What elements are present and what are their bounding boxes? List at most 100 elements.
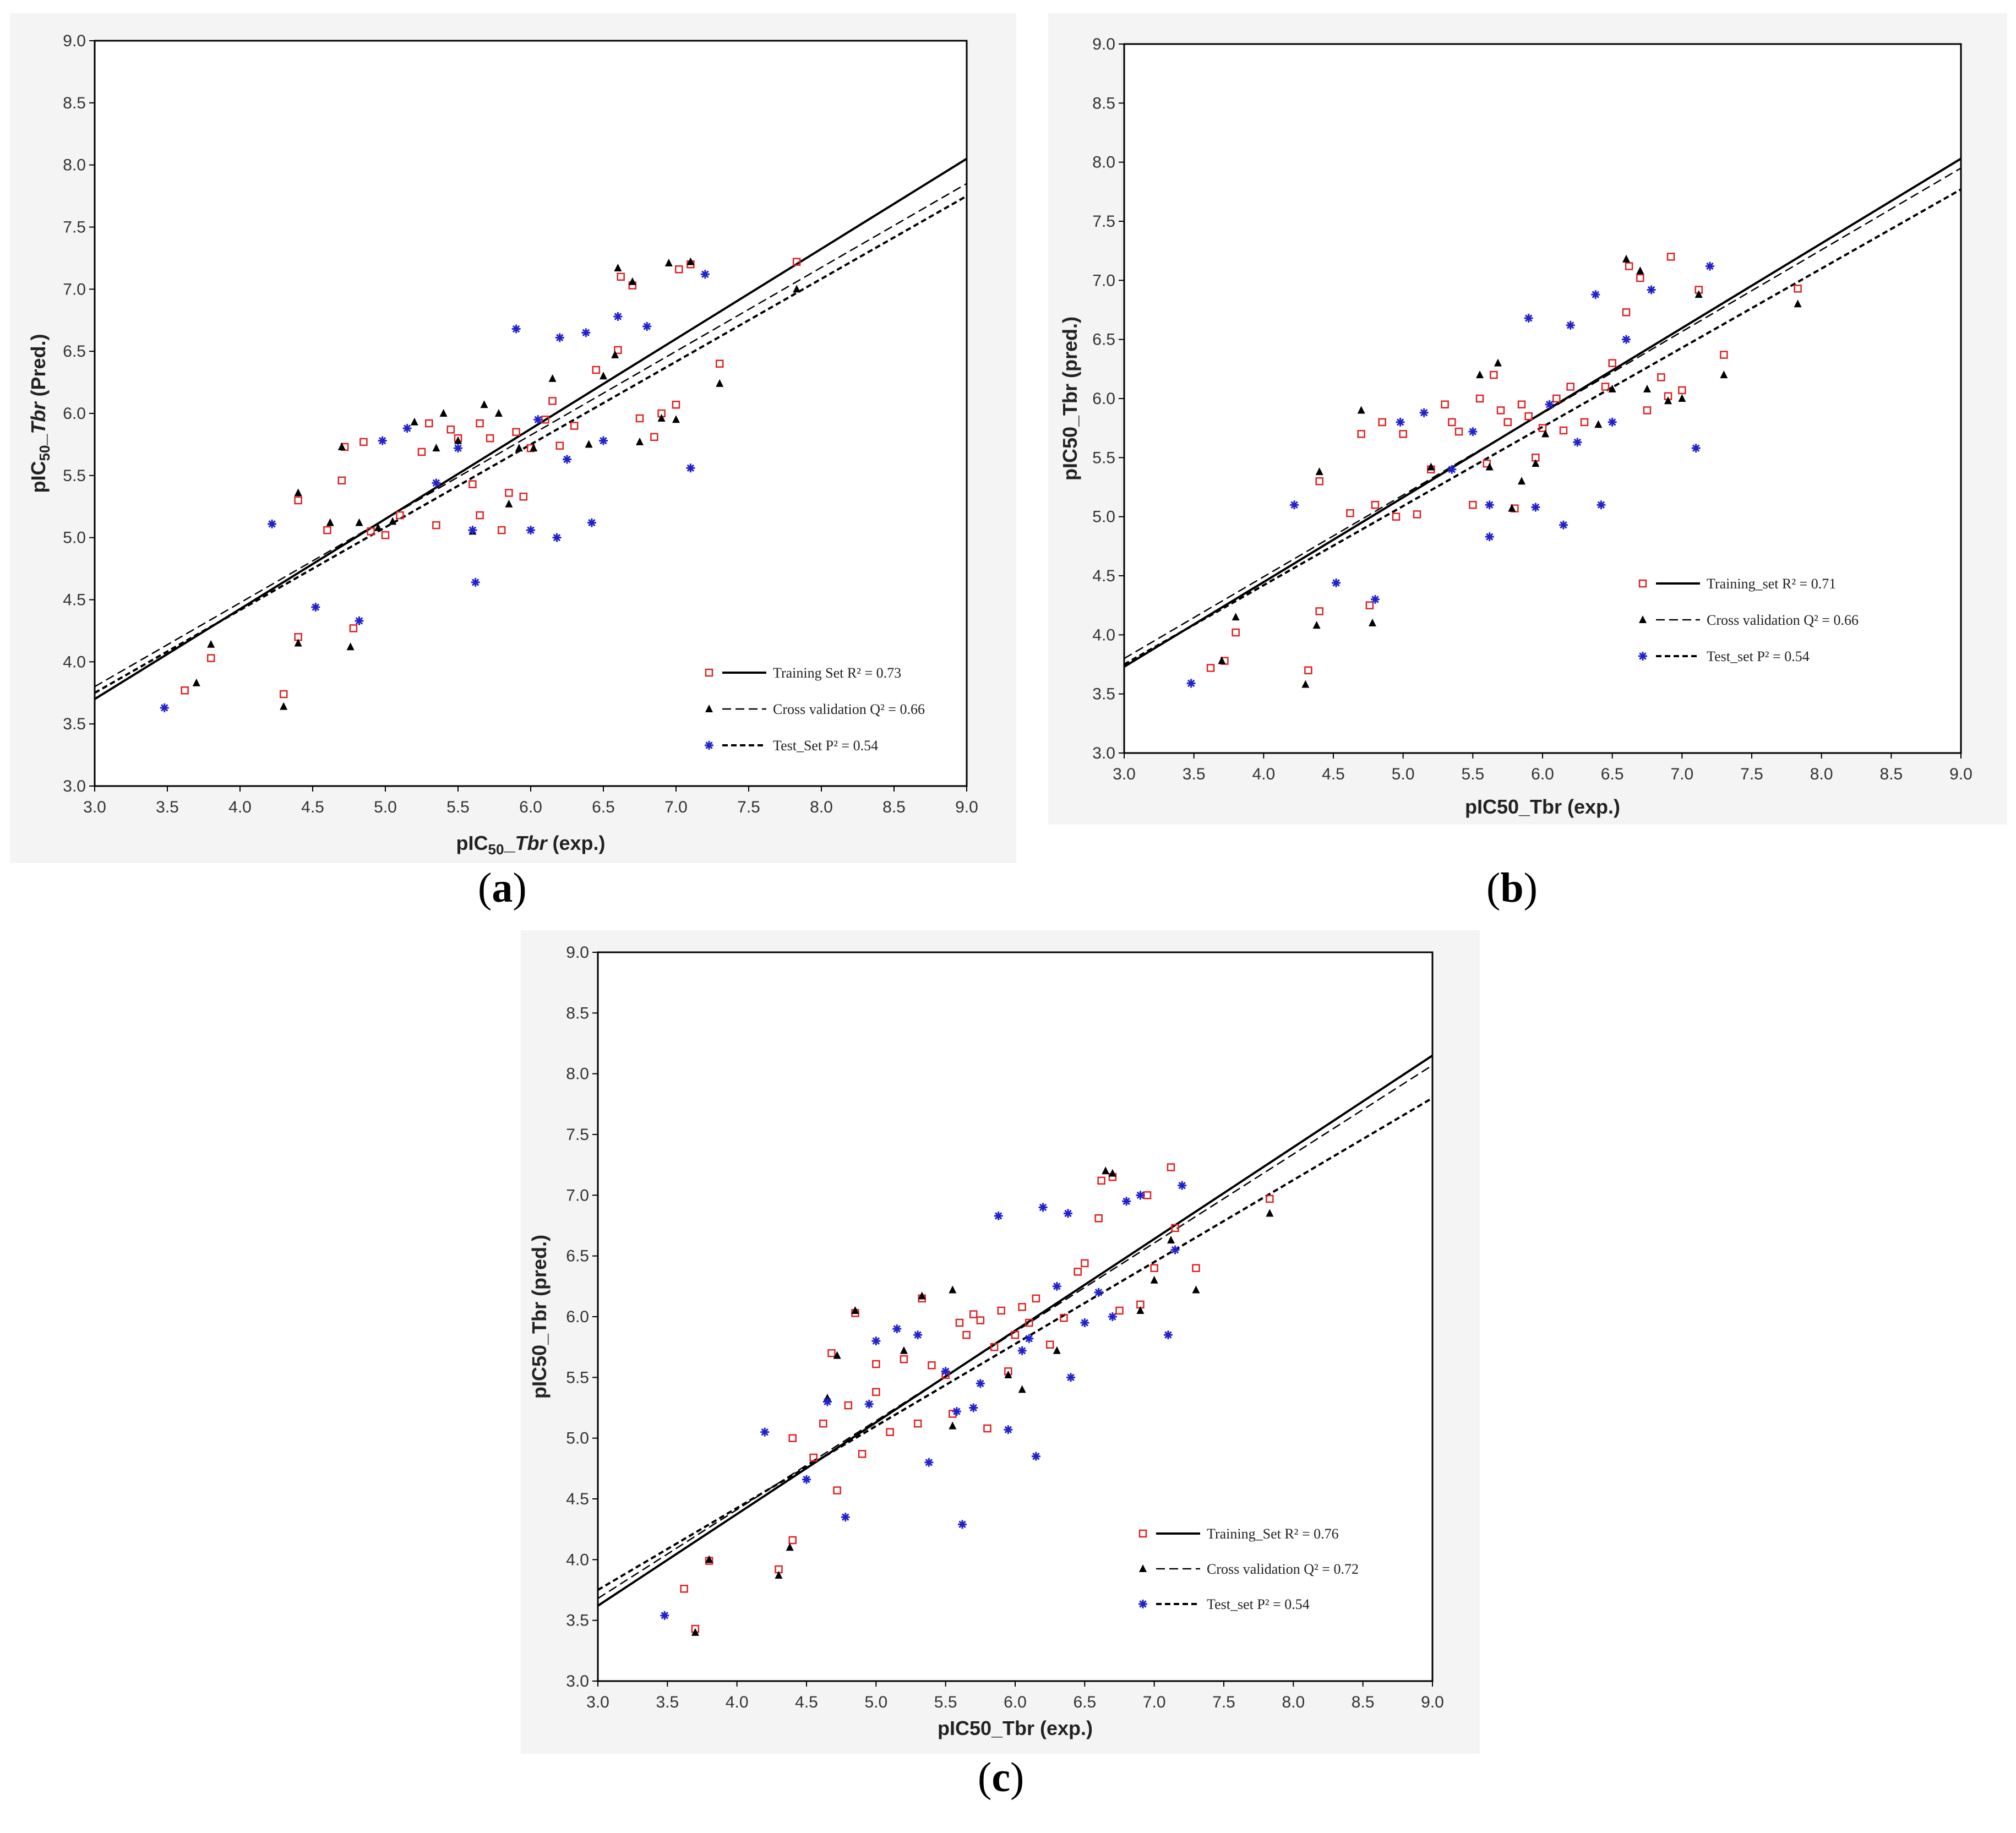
legend-label: Test_set P² = 0.54	[1207, 1596, 1310, 1612]
legend-marker	[705, 705, 713, 712]
data-point	[833, 1351, 841, 1359]
data-point	[672, 415, 680, 423]
x-tick-label: 7.0	[664, 798, 688, 816]
data-point	[1368, 618, 1376, 626]
data-point	[468, 526, 477, 535]
data-point	[872, 1360, 880, 1368]
regression-line-solid	[598, 1054, 1432, 1607]
data-point	[1636, 274, 1644, 282]
data-point	[1186, 679, 1196, 688]
legend-marker	[1139, 1564, 1147, 1572]
data-point	[1315, 467, 1323, 476]
data-point	[1312, 621, 1321, 629]
data-point	[1454, 427, 1463, 436]
data-point	[439, 409, 448, 417]
data-point	[1396, 417, 1405, 427]
data-point	[949, 1421, 957, 1430]
y-tick-label: 9.0	[1092, 35, 1115, 53]
data-point	[533, 415, 543, 424]
y-tick-label: 4.0	[566, 1551, 589, 1569]
data-point	[680, 1585, 688, 1593]
x-tick-label: 4.0	[726, 1693, 749, 1711]
data-point	[1720, 370, 1728, 379]
legend-marker	[1138, 1600, 1147, 1608]
data-point	[715, 359, 724, 368]
data-point	[1232, 628, 1240, 637]
data-point	[1468, 427, 1478, 437]
x-tick-label: 3.0	[586, 1693, 609, 1711]
data-point	[841, 1513, 850, 1522]
data-point	[611, 350, 619, 358]
y-tick-label: 9.0	[566, 943, 589, 962]
data-point	[454, 436, 462, 444]
data-point	[555, 441, 564, 450]
data-point	[1503, 418, 1512, 427]
data-point	[969, 1403, 978, 1412]
data-point	[374, 523, 382, 531]
data-point	[1017, 1346, 1027, 1355]
data-point	[389, 517, 397, 525]
plot-area	[94, 40, 968, 787]
regression-line-dashed	[1124, 167, 1961, 659]
x-tick-label: 8.0	[1282, 1693, 1305, 1711]
data-point	[1192, 1264, 1200, 1272]
data-point	[1066, 1373, 1076, 1382]
data-point	[1447, 465, 1457, 474]
regression-line-dotted	[1124, 188, 1961, 665]
data-point	[1622, 308, 1631, 317]
y-tick-label: 7.0	[1092, 271, 1115, 290]
data-point	[792, 258, 801, 266]
data-point	[864, 1399, 874, 1409]
x-tick-label: 6.0	[519, 798, 542, 816]
data-point	[454, 444, 462, 453]
y-axis-label: pIC50_Tbr (pred.)	[528, 1235, 551, 1399]
data-point	[599, 436, 608, 445]
legend-label: Test_Set P² = 0.54	[773, 738, 878, 754]
data-point	[1559, 520, 1568, 530]
data-point	[1413, 510, 1421, 519]
data-point	[294, 639, 302, 647]
data-point	[192, 678, 200, 686]
data-point	[1108, 1169, 1116, 1177]
data-point	[941, 1367, 950, 1376]
y-axis-label-part: _	[27, 434, 50, 446]
data-point	[1266, 1194, 1274, 1203]
data-point	[1399, 430, 1407, 438]
legend-label: Cross validation Q² = 0.66	[773, 701, 925, 717]
data-point	[526, 526, 535, 535]
x-tick-label: 8.5	[882, 798, 906, 816]
data-point	[581, 328, 591, 337]
y-tick-label: 8.5	[566, 1004, 589, 1022]
data-point	[1448, 418, 1456, 427]
x-tick-label: 6.5	[592, 798, 615, 816]
data-point	[480, 400, 488, 408]
data-point	[1094, 1214, 1103, 1223]
data-point	[1494, 358, 1502, 367]
data-point	[1038, 1203, 1048, 1212]
data-point	[924, 1458, 934, 1467]
series-triangle	[691, 1166, 1274, 1636]
chart-c-svg: 3.0 3.5 4.0 4.5 5.0 5.5 6.0 6.5 7.0 7.5 8.0 8.5 9.0 3…	[528, 943, 1444, 1739]
data-point	[1469, 500, 1477, 509]
y-tick-label: 4.5	[566, 1490, 589, 1508]
y-tick-label: 7.5	[1092, 212, 1115, 231]
data-point	[1315, 607, 1323, 615]
data-point	[592, 365, 601, 374]
x-axis-label: pIC50_Tbr (exp.)	[938, 1717, 1093, 1739]
x-tick-label: 4.5	[301, 798, 324, 816]
data-point	[587, 518, 596, 527]
data-point	[446, 425, 455, 434]
data-point	[476, 419, 484, 428]
data-point	[617, 272, 625, 281]
y-tick-label: 7.5	[566, 1126, 589, 1144]
data-point	[983, 1424, 991, 1433]
data-point	[1371, 500, 1380, 509]
data-point	[1636, 266, 1644, 275]
legend-label: Training Set R² = 0.73	[773, 665, 901, 681]
data-point	[976, 1379, 985, 1388]
data-point	[1720, 351, 1728, 359]
data-point	[1532, 459, 1540, 467]
data-point	[1167, 1163, 1175, 1171]
data-point	[1004, 1370, 1012, 1378]
data-point	[1192, 1285, 1200, 1294]
